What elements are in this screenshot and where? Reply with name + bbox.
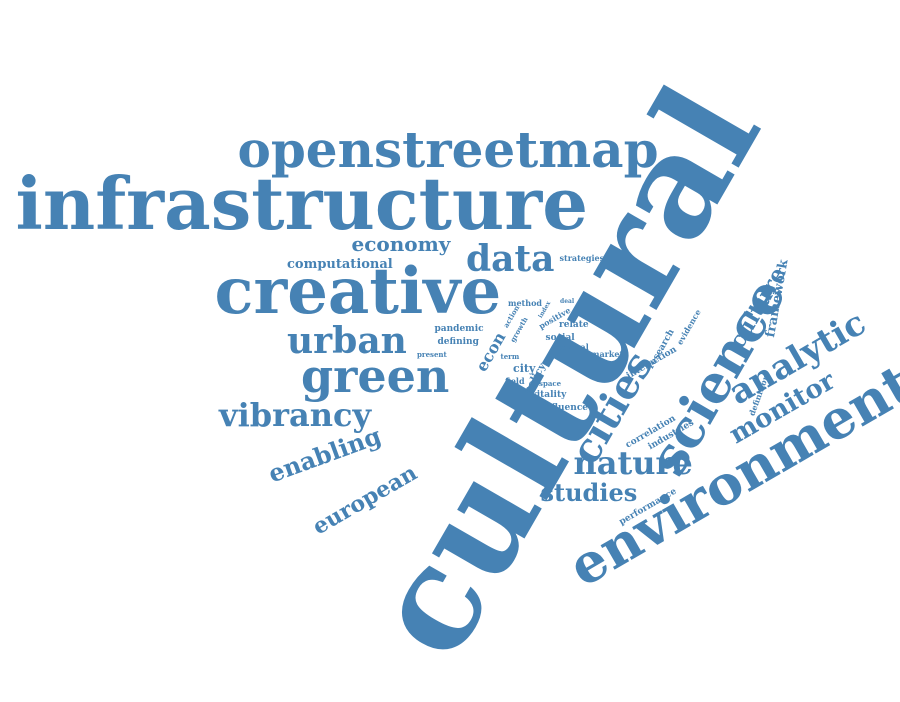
word-urban: urban <box>287 320 407 362</box>
word-data: data <box>466 238 555 280</box>
word-term: term <box>500 351 520 361</box>
word-vitality: vitality <box>531 389 567 400</box>
word-city: city <box>513 361 536 375</box>
word-pandemic: pandemic <box>434 323 484 334</box>
word-relate: relate <box>559 319 589 330</box>
word-nature: nature <box>573 444 693 482</box>
word-strategies: strategies <box>559 253 605 263</box>
word-creative: creative <box>214 254 502 329</box>
word-influence: influence <box>541 402 589 413</box>
word-market: market <box>591 349 624 359</box>
word-deal: deal <box>560 298 575 305</box>
word-defining: defining <box>437 336 479 347</box>
word-openstreetmap: openstreetmap <box>237 120 659 179</box>
word-method: method <box>508 298 542 308</box>
word-green: green <box>301 349 450 403</box>
word-vibrancy: vibrancy <box>219 396 372 434</box>
word-economy: economy <box>351 232 451 256</box>
word-social: social <box>545 332 575 343</box>
word-several: several <box>557 342 589 352</box>
word-present: present <box>417 349 447 359</box>
word-studies: studies <box>540 478 638 507</box>
word-infrastructure: infrastructure <box>15 161 589 246</box>
word-computational: computational <box>287 256 393 272</box>
word-space: space <box>539 378 562 388</box>
word-field: field <box>505 376 525 386</box>
